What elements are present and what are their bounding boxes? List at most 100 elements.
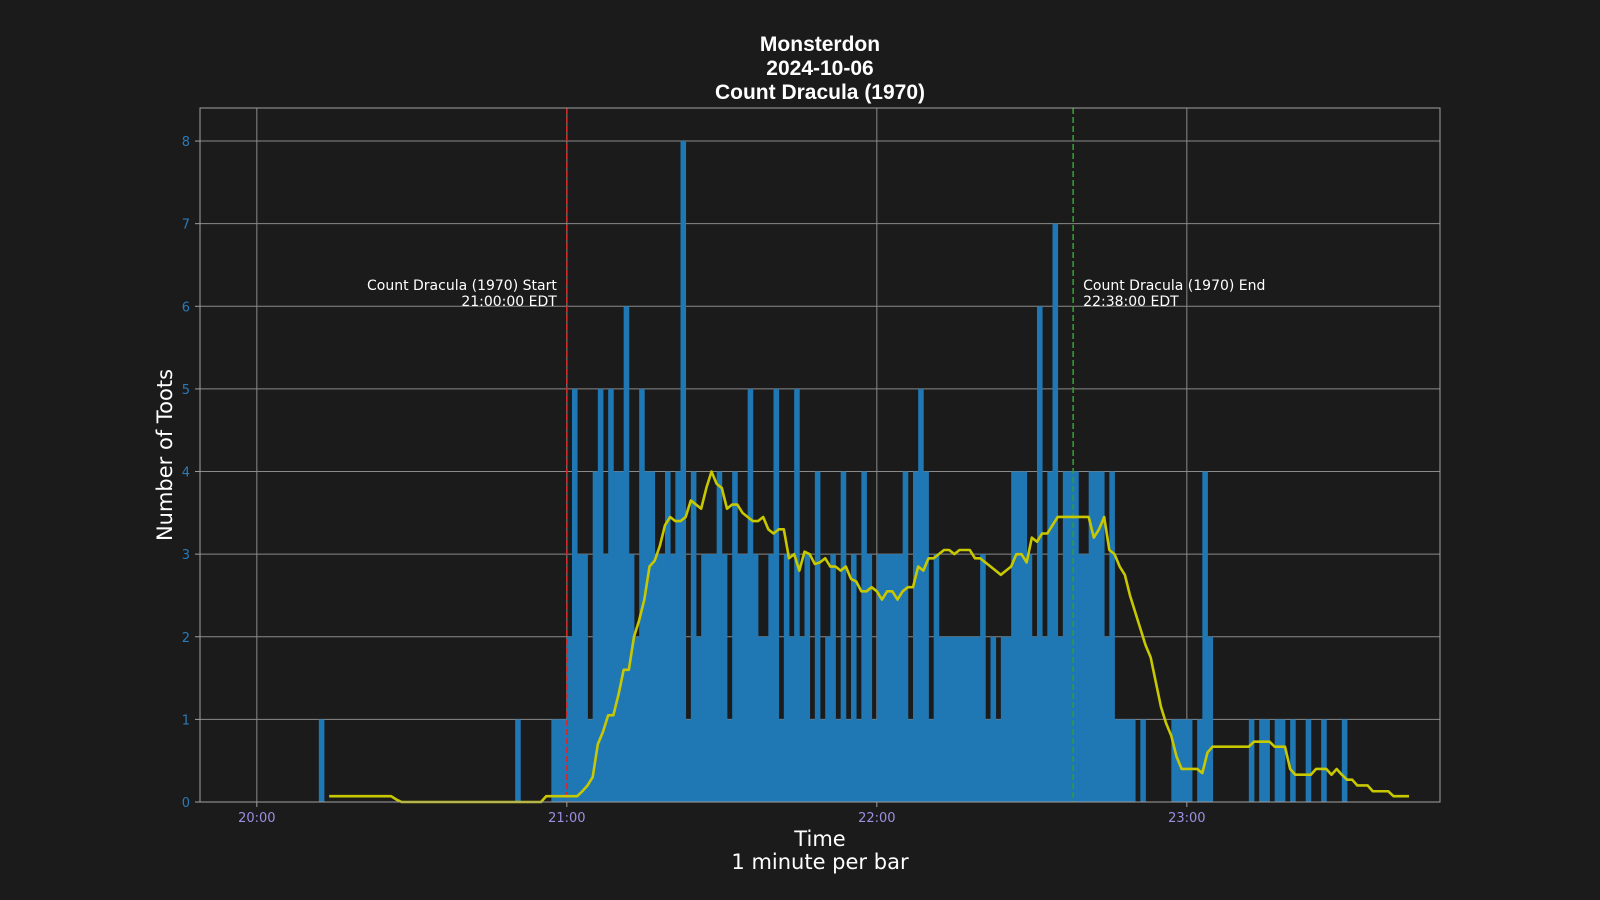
bar [928, 719, 935, 802]
annotation-label: Count Dracula (1970) End [1083, 278, 1265, 294]
bar [515, 719, 521, 802]
chart-title-line: Count Dracula (1970) [715, 81, 925, 104]
annotation-sublabel: 21:00:00 EDT [461, 294, 557, 310]
bar [623, 306, 630, 802]
bar [1047, 471, 1053, 802]
bar [773, 388, 780, 802]
bar [918, 388, 924, 802]
bar [639, 388, 645, 802]
bar [1006, 636, 1012, 802]
bar [1197, 719, 1203, 802]
bar [938, 636, 945, 802]
bar [675, 471, 681, 802]
y-tick-label: 3 [182, 548, 190, 563]
x-axis-sublabel: 1 minute per bar [731, 850, 909, 874]
bar [1305, 719, 1312, 802]
bar [969, 636, 976, 802]
bar-series [318, 141, 1348, 803]
bar [825, 636, 831, 802]
bar [783, 554, 790, 802]
x-tick-label: 23:00 [1168, 811, 1205, 826]
bar [1057, 636, 1064, 802]
y-tick-label: 8 [182, 135, 190, 150]
bar [814, 471, 821, 802]
y-tick-label: 5 [182, 383, 190, 398]
bar [923, 471, 929, 802]
bar [975, 636, 981, 802]
bar [706, 554, 712, 802]
bar [804, 554, 811, 802]
bar [561, 719, 568, 802]
bar [856, 719, 862, 802]
bar [1021, 471, 1028, 802]
bar [954, 636, 960, 802]
bar [866, 554, 873, 802]
event-lines [566, 108, 1074, 802]
bar [592, 471, 599, 802]
bar [980, 554, 986, 802]
bar [1037, 306, 1043, 802]
annotation-label: Count Dracula (1970) Start [367, 278, 557, 294]
bar [577, 554, 583, 802]
bar [758, 636, 764, 802]
bar [665, 471, 671, 802]
bar [1000, 636, 1007, 802]
bar [985, 719, 991, 802]
bar [1068, 471, 1074, 802]
bar [1130, 719, 1136, 802]
bar [1207, 636, 1214, 802]
plot-frame [199, 107, 1441, 803]
bar [1114, 719, 1121, 802]
bar [959, 636, 966, 802]
bar [582, 554, 588, 802]
bar [597, 388, 604, 802]
bar [690, 471, 697, 802]
bar [778, 719, 785, 802]
bar [1109, 471, 1115, 802]
bar [902, 471, 909, 802]
bar [1088, 471, 1095, 802]
bar [820, 719, 826, 802]
bar [634, 636, 640, 802]
bar [789, 636, 795, 802]
bar [851, 554, 857, 802]
bar [685, 719, 692, 802]
bar [1083, 554, 1090, 802]
bar [1042, 636, 1048, 802]
bar [861, 471, 867, 802]
bar [649, 471, 656, 802]
bar [742, 554, 749, 802]
bar [747, 388, 754, 802]
bar [716, 471, 723, 802]
bar [1259, 719, 1265, 802]
bar [1062, 471, 1069, 802]
bar [964, 636, 971, 802]
bar [1181, 719, 1188, 802]
chart-title-line: 2024-10-06 [766, 57, 873, 80]
bar [1052, 223, 1059, 802]
y-tick-label: 0 [182, 796, 190, 811]
bar [644, 471, 650, 802]
bar [1171, 719, 1177, 802]
y-tick-label: 4 [182, 466, 190, 481]
bar [752, 554, 759, 802]
bar [737, 554, 743, 802]
bar [1099, 471, 1105, 802]
bar [711, 554, 718, 802]
bar [1073, 471, 1079, 802]
bar [1248, 719, 1255, 802]
bar [871, 719, 878, 802]
bar [1186, 719, 1193, 802]
bar [892, 554, 898, 802]
bar [556, 719, 563, 802]
bar [1078, 554, 1084, 802]
bar [876, 554, 883, 802]
bar [794, 388, 800, 802]
bar [944, 636, 950, 802]
bar [732, 471, 738, 802]
y-tick-label: 7 [182, 218, 190, 233]
x-tick-label: 22:00 [858, 811, 895, 826]
bar [995, 719, 1002, 802]
